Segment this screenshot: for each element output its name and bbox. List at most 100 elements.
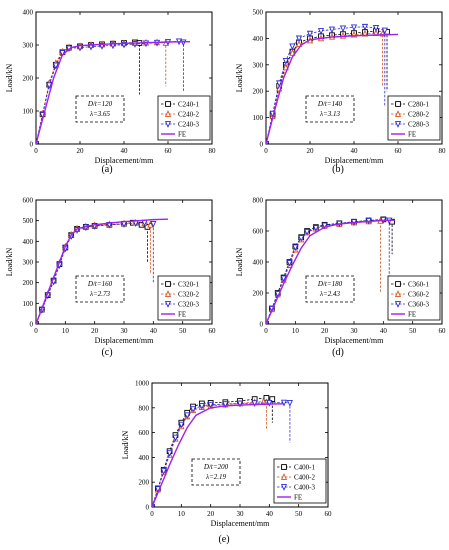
- annotation-text: λ=2.19: [205, 473, 227, 481]
- legend-marker-C400-2: [280, 473, 288, 480]
- panel-label: (a): [101, 164, 112, 175]
- data-area: [152, 395, 293, 507]
- annotation-text: λ=3.65: [89, 110, 111, 118]
- y-tick-label: 400: [253, 259, 264, 267]
- series-line-FE: [36, 41, 191, 144]
- y-tick-label: 0: [260, 141, 264, 149]
- data-point-C240-3: [46, 82, 53, 90]
- legend-label-C400-1: C400-1: [294, 464, 316, 472]
- y-tick-label: 0: [146, 504, 150, 512]
- data-area: [266, 23, 399, 144]
- legend-label-FE: FE: [294, 494, 302, 502]
- x-tick-label: 20: [91, 327, 99, 335]
- legend-marker-C400-3: [280, 484, 288, 491]
- y-tick-label: 200: [23, 279, 34, 287]
- legend-marker-C360-3: [394, 301, 402, 308]
- data-point-C280-3: [381, 27, 388, 35]
- series-line-C240-1: [36, 41, 140, 144]
- data-point-C280-3: [361, 23, 369, 31]
- y-tick-label: 300: [23, 42, 34, 50]
- data-area: [36, 38, 191, 144]
- x-tick-label: 10: [178, 510, 186, 518]
- data-point-C320-3: [150, 220, 157, 228]
- chart-panel-3: 0 10 20 30 40 50 600100200300400500600Displace…: [5, 197, 216, 359]
- legend-label-FE: FE: [408, 131, 416, 139]
- series-line-FE: [36, 218, 169, 324]
- annotation-box: [305, 275, 355, 303]
- legend-marker-C240-3: [164, 121, 172, 128]
- legend-label-C240-1: C240-1: [178, 101, 200, 109]
- y-tick-label: 500: [253, 9, 264, 17]
- y-tick-label: 800: [253, 197, 264, 205]
- x-tick-label: 40: [380, 327, 388, 335]
- data-point-C400-3: [266, 399, 273, 407]
- series-line-C280-1: [266, 30, 388, 144]
- y-tick-label: 200: [253, 290, 264, 298]
- chart-panel-2: 0 20 40 60 80 0 100 200 300 400 500 Displacement/mm…: [235, 9, 446, 176]
- y-tick-label: 200: [23, 75, 34, 83]
- x-tick-label: 20: [77, 147, 85, 155]
- annotation-text: D/t=120: [87, 100, 113, 108]
- legend-label-C400-2: C400-2: [294, 474, 316, 482]
- data-point-C400-3: [198, 403, 205, 410]
- legend-label-FE: FE: [178, 131, 186, 139]
- data-point-C280-3: [306, 30, 314, 38]
- data-point-C400-1: [269, 396, 276, 402]
- x-tick-label: 60: [439, 327, 447, 335]
- x-axis-label: Displacement/mm: [211, 519, 270, 528]
- annotation-box: [75, 275, 125, 303]
- panel-label: (e): [218, 534, 229, 545]
- y-tick-label: 100: [253, 114, 264, 122]
- data-point-C280-3: [339, 25, 347, 33]
- data-point-C400-3: [207, 401, 214, 409]
- data-point-C280-2: [289, 49, 296, 56]
- annotation-text: λ=2.43: [319, 290, 341, 298]
- x-tick-label: 40: [121, 147, 129, 155]
- x-axis-label: Displacement/mm: [95, 156, 154, 165]
- legend-label-C360-3: C360-3: [408, 301, 430, 309]
- legend-marker-C320-3: [164, 301, 172, 308]
- x-tick-label: 50: [295, 510, 303, 518]
- x-tick-label: 0: [150, 510, 154, 518]
- x-tick-label: 80: [439, 147, 447, 155]
- series-line-C280-3: [266, 26, 386, 144]
- legend-marker-C360-1: [395, 281, 401, 287]
- data-point-C280-3: [328, 26, 336, 34]
- annotation-text: D/t=140: [317, 100, 343, 108]
- x-tick-label: 80: [209, 147, 217, 155]
- x-tick-label: 50: [409, 327, 417, 335]
- data-point-C280-3: [350, 24, 358, 32]
- legend-label-C400-3: C400-3: [294, 484, 316, 492]
- y-tick-label: 600: [23, 197, 34, 205]
- legend-label-C280-2: C280-2: [408, 111, 430, 119]
- series-line-C320-2: [36, 222, 151, 324]
- x-tick-label: 20: [307, 147, 315, 155]
- data-point-C400-3: [236, 400, 244, 408]
- y-tick-label: 0: [30, 141, 34, 149]
- x-tick-label: 0: [264, 327, 268, 335]
- data-point-C400-3: [189, 406, 197, 413]
- x-tick-label: 40: [266, 510, 274, 518]
- legend-marker-C280-3: [394, 121, 402, 128]
- panel-label: (c): [101, 347, 112, 358]
- series-line-C400-2: [152, 401, 267, 507]
- y-axis-label: Load/kN: [121, 431, 130, 460]
- y-axis-label: Load/kN: [5, 248, 14, 277]
- annotation-box: [191, 458, 241, 486]
- data-point-C360-3: [312, 225, 319, 232]
- x-tick-label: 50: [179, 327, 187, 335]
- y-tick-label: 500: [23, 217, 34, 225]
- annotation-text: λ=3.13: [319, 110, 341, 118]
- data-point-C400-3: [251, 400, 258, 407]
- y-axis-label: Load/kN: [235, 248, 244, 277]
- x-tick-label: 40: [351, 147, 359, 155]
- y-tick-label: 800: [139, 404, 150, 412]
- x-axis-label: Displacement/mm: [325, 336, 384, 345]
- y-tick-label: 100: [23, 300, 34, 308]
- x-tick-label: 60: [325, 510, 333, 518]
- chart-panel-4: 0 10 20 30 40 50 600200400600800Displacement/m…: [235, 197, 446, 359]
- x-tick-label: 20: [207, 510, 215, 518]
- x-tick-label: 10: [62, 327, 70, 335]
- series-line-C360-3: [266, 219, 390, 324]
- x-tick-label: 30: [351, 327, 359, 335]
